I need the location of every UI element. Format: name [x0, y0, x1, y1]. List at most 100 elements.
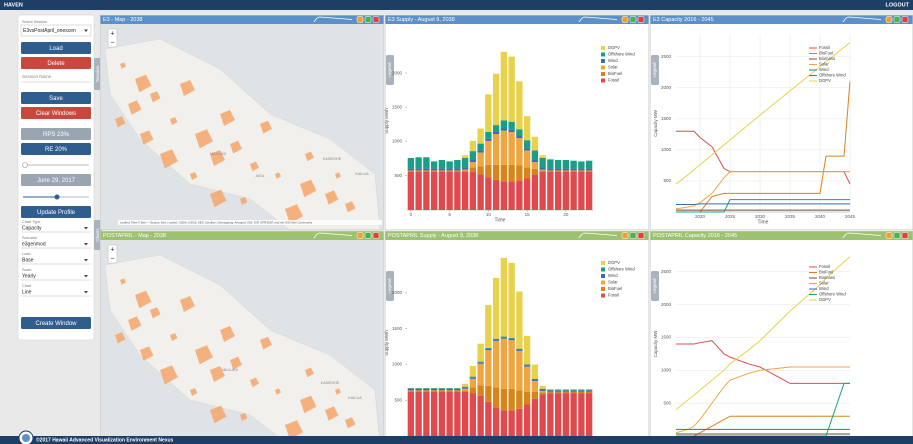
bar-segment: [524, 148, 530, 150]
session-name-input[interactable]: Session Name: [22, 74, 52, 79]
rps-badge-label: RPS 23%: [43, 132, 70, 138]
bar-segment: [516, 81, 522, 129]
window-control[interactable]: [357, 233, 363, 239]
legend-label[interactable]: DGPV: [819, 78, 831, 83]
bar-segment: [547, 392, 553, 393]
zoom-out[interactable]: −: [110, 255, 114, 262]
window-control[interactable]: [894, 17, 900, 23]
window-control[interactable]: [365, 17, 371, 23]
window-control[interactable]: [638, 17, 644, 23]
window-control[interactable]: [630, 17, 636, 23]
bar-segment: [477, 174, 483, 210]
window-control[interactable]: [365, 233, 371, 239]
bar-segment: [477, 166, 483, 174]
window-control[interactable]: [902, 233, 908, 239]
bar-segment: [423, 389, 429, 390]
bar-segment: [462, 168, 468, 170]
x-axis-label: Time: [758, 219, 769, 225]
window-control[interactable]: [886, 17, 892, 23]
bar-segment: [516, 166, 522, 181]
bar-segment: [470, 168, 476, 172]
x-axis-label: Time: [495, 217, 506, 223]
y-tick-label: 1500: [392, 104, 403, 109]
bar-segment: [570, 172, 576, 210]
legend-label[interactable]: BioFuel: [608, 71, 622, 76]
bar-segment: [555, 393, 561, 436]
bar-segment: [501, 131, 507, 165]
window-control[interactable]: [373, 233, 379, 239]
field-value[interactable]: Capacity: [22, 225, 42, 231]
bar-segment: [493, 132, 499, 134]
bar-segment: [524, 336, 530, 365]
legend-tab-label: Legend: [652, 278, 657, 294]
slider-handle[interactable]: [55, 195, 60, 200]
legend-label[interactable]: BioFuel: [608, 286, 622, 291]
legend-label[interactable]: Fossil: [819, 45, 830, 50]
bar-segment: [446, 170, 452, 171]
bar-segment: [431, 161, 437, 168]
legend-label[interactable]: BioFuel: [819, 270, 833, 275]
legend-label[interactable]: Fossil: [608, 293, 619, 298]
window-control[interactable]: [373, 17, 379, 23]
legend-label[interactable]: Wind: [819, 286, 829, 291]
bar-segment: [470, 379, 476, 388]
bar-segment: [508, 132, 514, 165]
legend-label[interactable]: DGPV: [608, 45, 620, 50]
bar-segment: [524, 116, 530, 140]
legend-label[interactable]: Wind: [608, 273, 618, 278]
window-control[interactable]: [894, 233, 900, 239]
field-value[interactable]: Line: [22, 289, 32, 295]
legend-label[interactable]: Biomass: [819, 275, 835, 280]
zoom-in[interactable]: +: [110, 30, 114, 37]
bar-segment: [415, 389, 421, 390]
x-tick-label: 10: [486, 212, 492, 217]
bar-segment: [539, 170, 545, 171]
bar-segment: [477, 144, 483, 151]
bar-segment: [485, 177, 491, 210]
field-value[interactable]: e3genmod: [22, 241, 46, 247]
field-value[interactable]: Base: [22, 257, 34, 263]
legend-label[interactable]: Solar: [819, 62, 829, 67]
zoom-out[interactable]: −: [110, 39, 114, 46]
bar-segment: [508, 338, 514, 339]
zoom-in[interactable]: +: [110, 246, 114, 253]
bar-segment: [555, 170, 561, 171]
bar-segment: [570, 168, 576, 170]
legend-swatch: [601, 274, 605, 278]
bar-segment: [454, 160, 460, 168]
window-control[interactable]: [357, 17, 363, 23]
legend-label[interactable]: BioFuel: [819, 51, 833, 56]
window-control[interactable]: [622, 233, 628, 239]
legend-label[interactable]: Biomass: [819, 56, 835, 61]
legend-label[interactable]: Wind: [608, 58, 618, 63]
slider-handle[interactable]: [23, 163, 28, 168]
bar-segment: [408, 388, 414, 389]
legend-label[interactable]: Fossil: [608, 78, 619, 83]
window-control[interactable]: [630, 233, 636, 239]
bar-segment: [408, 168, 414, 170]
legend-label[interactable]: Wind: [819, 67, 829, 72]
legend-swatch: [601, 46, 605, 50]
bar-segment: [470, 393, 476, 436]
legend-label[interactable]: Offshore Wind: [819, 73, 846, 78]
bar-segment: [470, 366, 476, 377]
bar-segment: [462, 389, 468, 390]
legend-label[interactable]: Offshore Wind: [608, 52, 635, 57]
bar-segment: [524, 364, 530, 365]
legend-label[interactable]: DGPV: [608, 260, 620, 265]
legend-label[interactable]: DGPV: [819, 297, 831, 302]
bar-segment: [555, 172, 561, 210]
legend-label[interactable]: Solar: [819, 281, 829, 286]
window-control[interactable]: [622, 17, 628, 23]
legend-label[interactable]: Offshore Wind: [819, 292, 846, 297]
window-control[interactable]: [902, 17, 908, 23]
legend-label[interactable]: Offshore Wind: [608, 267, 635, 272]
window-control[interactable]: [638, 233, 644, 239]
legend-label[interactable]: Solar: [608, 280, 618, 285]
legend-label[interactable]: Fossil: [819, 264, 830, 269]
legend-label[interactable]: Solar: [608, 65, 618, 70]
window-control[interactable]: [886, 233, 892, 239]
x-tick-label: 2025: [725, 214, 736, 219]
logout-link[interactable]: LOGOUT: [885, 2, 909, 8]
field-value[interactable]: Yearly: [22, 273, 36, 279]
